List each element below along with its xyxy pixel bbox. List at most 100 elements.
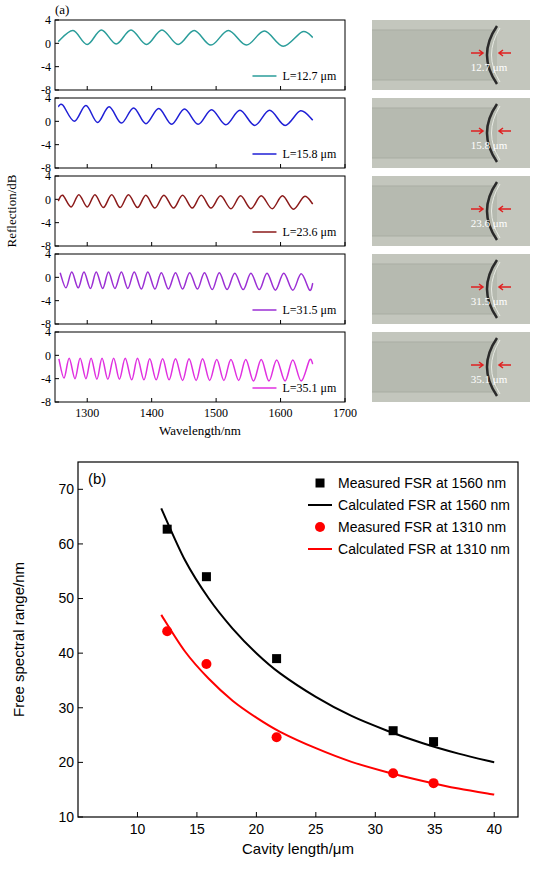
x-tick — [216, 242, 217, 246]
series-line — [58, 30, 313, 46]
image-label: 23.6 μm — [471, 217, 508, 229]
x-tick — [345, 86, 346, 90]
meniscus-edge — [492, 28, 501, 82]
y-tick-label: 70 — [58, 481, 74, 497]
series-line — [58, 195, 313, 210]
image-ground — [372, 254, 530, 324]
x-tick — [256, 812, 257, 817]
micrograph: 23.6 μm — [372, 176, 530, 246]
data-group — [58, 104, 313, 125]
series-line — [59, 358, 313, 381]
x-tick-label: 25 — [308, 821, 324, 837]
plot-frame — [55, 98, 345, 168]
micrograph: 12.7 μm — [372, 20, 530, 90]
legend-swatch — [308, 504, 332, 506]
meniscus-edge — [492, 184, 501, 238]
plot-frame — [55, 254, 345, 324]
y-tick-label: -4 — [41, 216, 51, 230]
plot-frame — [55, 176, 345, 246]
y-tick — [55, 254, 59, 255]
fiber-edge — [372, 158, 497, 159]
y-tick — [78, 817, 83, 818]
legend-label: L=35.1 μm — [282, 381, 337, 395]
y-tick-label: 50 — [58, 590, 74, 606]
y-axis-title: Free spectral range/nm — [10, 562, 27, 717]
image-ground — [372, 98, 530, 168]
fiber-edge — [372, 236, 497, 237]
legend: L=23.6 μm — [252, 225, 337, 239]
y-tick — [78, 489, 83, 490]
panel-letter: (a) — [55, 2, 69, 17]
panel: -8-404(a)L=12.7 μm — [41, 2, 345, 97]
y-tick — [55, 300, 59, 301]
legend-label: L=15.8 μm — [282, 147, 337, 161]
legend-swatch — [252, 231, 276, 233]
legend-label: Calculated FSR at 1560 nm — [338, 497, 510, 513]
y-tick-label: 4 — [45, 169, 51, 183]
y-tick-label: 60 — [58, 536, 74, 552]
y-tick-label: 4 — [45, 325, 51, 339]
x-tick — [494, 812, 495, 817]
x-tick-label: 10 — [130, 821, 146, 837]
y-tick-label: 30 — [58, 700, 74, 716]
image-label: 35.1 μm — [471, 373, 508, 385]
x-tick — [216, 164, 217, 168]
arrow — [471, 362, 483, 368]
x-tick — [151, 242, 152, 246]
x-tick — [280, 398, 281, 402]
meniscus-edge — [492, 262, 501, 316]
x-tick — [137, 812, 138, 817]
legend-label: Measured FSR at 1560 nm — [338, 475, 506, 491]
x-tick-label: 20 — [249, 821, 265, 837]
legend: Measured FSR at 1560 nm Calculated FSR at… — [308, 475, 510, 557]
panel: -8-404L=15.8 μm — [41, 91, 345, 175]
fiber-edge — [372, 30, 497, 31]
legend-label: L=12.7 μm — [282, 69, 337, 83]
y-tick — [55, 20, 59, 21]
legend-swatch — [316, 479, 325, 488]
marker — [272, 732, 282, 742]
x-tick — [216, 398, 217, 402]
y-tick — [55, 378, 59, 379]
x-tick — [375, 812, 376, 817]
x-tick — [216, 86, 217, 90]
x-tick — [345, 320, 346, 324]
fiber-edge — [372, 186, 497, 187]
series-line — [58, 104, 313, 125]
plot-frame — [55, 332, 345, 402]
y-tick — [78, 598, 83, 599]
x-tick-label: 1500 — [204, 406, 228, 420]
y-tick — [55, 168, 59, 169]
x-tick-label: 15 — [189, 821, 205, 837]
data-group — [58, 30, 313, 46]
y-tick — [78, 707, 83, 708]
plot-frame — [55, 20, 345, 90]
legend-label: Calculated FSR at 1310 nm — [338, 541, 510, 557]
fiber-edge — [372, 80, 497, 81]
y-tick-label: 0 — [45, 271, 51, 285]
legend: L=15.8 μm — [252, 147, 337, 161]
x-tick-label: 1600 — [269, 406, 293, 420]
legend: L=12.7 μm — [252, 69, 337, 83]
x-tick — [87, 164, 88, 168]
legend-swatch — [252, 153, 276, 155]
x-tick — [151, 320, 152, 324]
x-tick — [87, 398, 88, 402]
y-tick — [55, 324, 59, 325]
arrow — [471, 50, 483, 56]
series-line — [161, 615, 494, 795]
x-tick — [87, 320, 88, 324]
y-tick-label: 0 — [45, 37, 51, 51]
series-line — [60, 272, 313, 290]
marker — [201, 659, 211, 669]
x-tick — [280, 320, 281, 324]
x-tick — [315, 812, 316, 817]
y-tick — [55, 277, 59, 278]
micrograph: 31.5 μm — [372, 254, 530, 324]
legend: L=35.1 μm — [252, 381, 337, 395]
marker — [272, 654, 281, 663]
arrow — [471, 284, 483, 290]
y-tick — [55, 66, 59, 67]
panel-letter: (b) — [88, 470, 106, 487]
y-tick — [55, 90, 59, 91]
